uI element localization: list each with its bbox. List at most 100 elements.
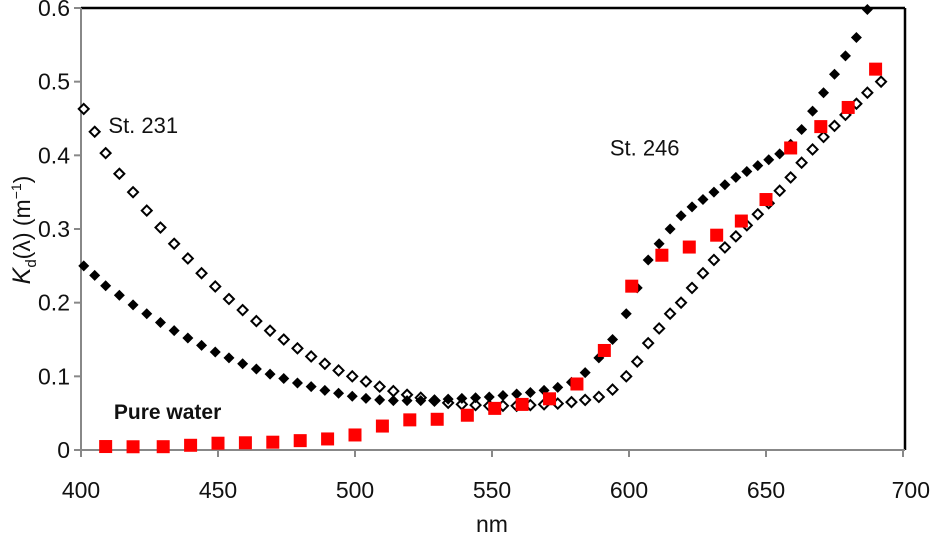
data-point [387, 395, 399, 407]
data-point [685, 281, 699, 295]
data-point [167, 237, 181, 251]
data-point [88, 125, 102, 139]
data-point [403, 413, 417, 427]
data-point [829, 68, 840, 80]
series-st-246 [78, 3, 873, 407]
data-point [625, 279, 639, 293]
data-point [456, 392, 468, 404]
data-point [806, 143, 819, 156]
data-point [784, 141, 798, 155]
data-point [565, 395, 578, 409]
data-point [428, 394, 440, 406]
data-point [592, 390, 606, 404]
data-point [642, 254, 654, 266]
data-point [719, 179, 731, 191]
x-tick-label: 450 [199, 477, 237, 503]
data-point [182, 332, 194, 344]
data-point [195, 266, 208, 280]
y-axis-title-close: ) [9, 176, 35, 184]
data-point [524, 387, 536, 399]
data-point [321, 432, 335, 446]
data-point [734, 214, 748, 228]
data-point [655, 248, 669, 262]
data-point [77, 102, 91, 116]
x-tick-label: 650 [747, 477, 785, 503]
data-point [763, 154, 775, 166]
data-point [741, 166, 753, 178]
data-point [664, 223, 676, 235]
data-point [318, 357, 332, 371]
data-point [718, 241, 732, 254]
data-point [860, 86, 874, 100]
data-point [332, 364, 345, 377]
data-point [360, 392, 372, 404]
x-axis-title: nm [476, 511, 508, 537]
data-point [619, 369, 633, 383]
data-point [346, 390, 358, 402]
data-point [236, 303, 250, 317]
data-point [674, 296, 688, 310]
x-ticks: 400 450 500 550 600 650 700 [62, 450, 930, 503]
data-point [293, 434, 307, 448]
data-point [460, 408, 474, 422]
data-point [729, 229, 743, 243]
data-point [874, 75, 888, 89]
series-pure-water [99, 62, 883, 454]
data-point [641, 336, 655, 350]
data-point [828, 119, 841, 133]
data-point [211, 436, 225, 450]
data-point [140, 204, 154, 217]
data-point [697, 194, 709, 206]
data-point [730, 171, 742, 183]
data-point [100, 280, 112, 292]
data-point [374, 394, 386, 406]
data-point [759, 193, 773, 207]
data-point [751, 207, 765, 221]
data-point [305, 381, 317, 393]
data-point [99, 440, 113, 454]
data-point [278, 373, 290, 385]
y-axis-title-main: K [8, 266, 36, 284]
data-point [126, 185, 140, 199]
data-point [795, 156, 809, 170]
data-point [570, 377, 584, 391]
plot-frame [75, 6, 907, 452]
data-point [784, 171, 798, 184]
annotation-st246: St. 246 [610, 135, 680, 160]
y-tick-label: 0 [57, 437, 70, 463]
data-point [222, 292, 236, 306]
data-point [707, 253, 721, 267]
data-point [839, 50, 851, 62]
series-st-231 [77, 75, 888, 413]
data-point [249, 314, 263, 328]
data-point [264, 368, 276, 380]
data-point [333, 387, 345, 399]
y-axis-title-rest: (λ) (m [9, 199, 35, 259]
data-point [291, 377, 303, 389]
data-point [675, 210, 687, 222]
data-point [818, 87, 830, 99]
data-point [841, 100, 855, 114]
data-point [345, 369, 359, 383]
data-point [515, 397, 529, 411]
x-tick-label: 400 [62, 477, 100, 503]
data-point [208, 280, 222, 293]
data-point [686, 201, 698, 213]
data-point [319, 384, 331, 396]
x-tick-label: 700 [892, 477, 930, 503]
series-group [77, 3, 888, 454]
data-point [168, 325, 180, 337]
data-point [430, 412, 444, 426]
data-point [348, 428, 362, 442]
data-point [277, 333, 291, 346]
data-point [126, 440, 140, 454]
data-point [184, 438, 198, 452]
data-point [817, 130, 830, 144]
data-point [861, 3, 873, 15]
data-point [696, 266, 710, 280]
data-point [497, 389, 509, 401]
data-point [488, 401, 502, 415]
data-point [415, 395, 427, 407]
y-axis-title-text: Kd(λ) (m−1) [8, 176, 40, 285]
data-point [401, 395, 413, 407]
